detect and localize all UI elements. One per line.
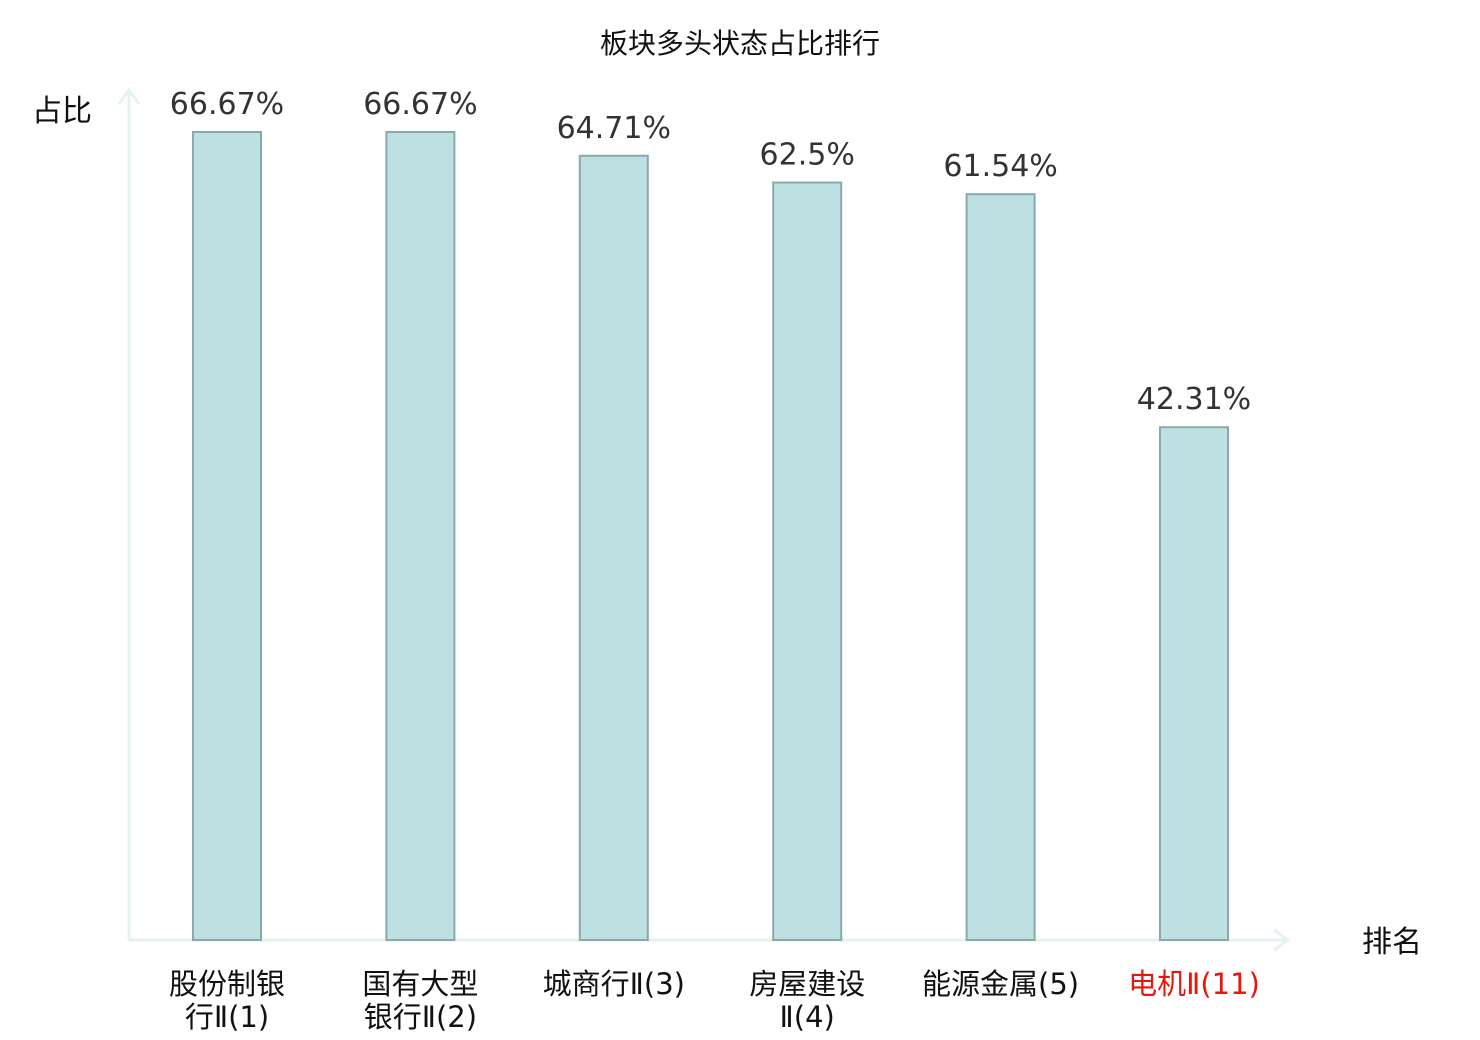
value-label-6: 42.31% [1137, 382, 1251, 417]
category-label-line: 电机Ⅱ(11) [1128, 967, 1260, 1001]
category-labels-group: 股份制银行Ⅱ(1) 国有大型银行Ⅱ(2) 城商行Ⅱ(3) 房屋建设 Ⅱ(4) 能源金属(5… [169, 967, 1260, 1034]
category-label-5: 能源金属(5) [922, 967, 1079, 1001]
category-label-line: 城商行Ⅱ(3) [543, 967, 685, 1001]
category-label-line: 行Ⅱ(1) [185, 1000, 269, 1034]
category-label-1: 股份制银行Ⅱ(1) [169, 967, 285, 1034]
bar-3 [578, 154, 649, 941]
y-axis-label: 占比 [32, 94, 92, 129]
value-label-5: 61.54% [943, 149, 1057, 184]
y-axis-arrow [117, 87, 141, 105]
category-label-3: 城商行Ⅱ(3) [543, 967, 685, 1001]
bar-4 [772, 181, 843, 941]
category-label-line: 房屋建设 [749, 967, 865, 1001]
x-axis-arrow [1273, 928, 1291, 952]
bar-2 [385, 131, 456, 941]
bars-group [192, 131, 1229, 941]
value-label-4: 62.5% [760, 138, 855, 173]
value-labels-group: 66.67% 66.67% 64.71% 62.5% 61.54% 42.31% [170, 87, 1251, 417]
bar-6 [1159, 426, 1229, 941]
bar-1 [192, 131, 262, 941]
category-label-line: Ⅱ(4) [780, 1000, 835, 1034]
category-label-6: 电机Ⅱ(11) [1128, 967, 1260, 1001]
value-label-1: 66.67% [170, 87, 284, 122]
category-label-line: 能源金属(5) [922, 967, 1079, 1001]
chart-title: 板块多头状态占比排行 [600, 27, 880, 60]
category-label-2: 国有大型银行Ⅱ(2) [362, 967, 478, 1034]
value-label-2: 66.67% [363, 87, 477, 122]
category-label-line: 国有大型 [362, 967, 478, 1001]
x-axis-label: 排名 [1362, 925, 1422, 960]
category-label-4: 房屋建设 Ⅱ(4) [749, 967, 865, 1034]
category-label-line: 银行Ⅱ(2) [364, 1000, 477, 1034]
bar-5 [965, 193, 1036, 941]
category-label-line: 股份制银 [169, 967, 285, 1001]
value-label-3: 64.71% [557, 111, 671, 146]
